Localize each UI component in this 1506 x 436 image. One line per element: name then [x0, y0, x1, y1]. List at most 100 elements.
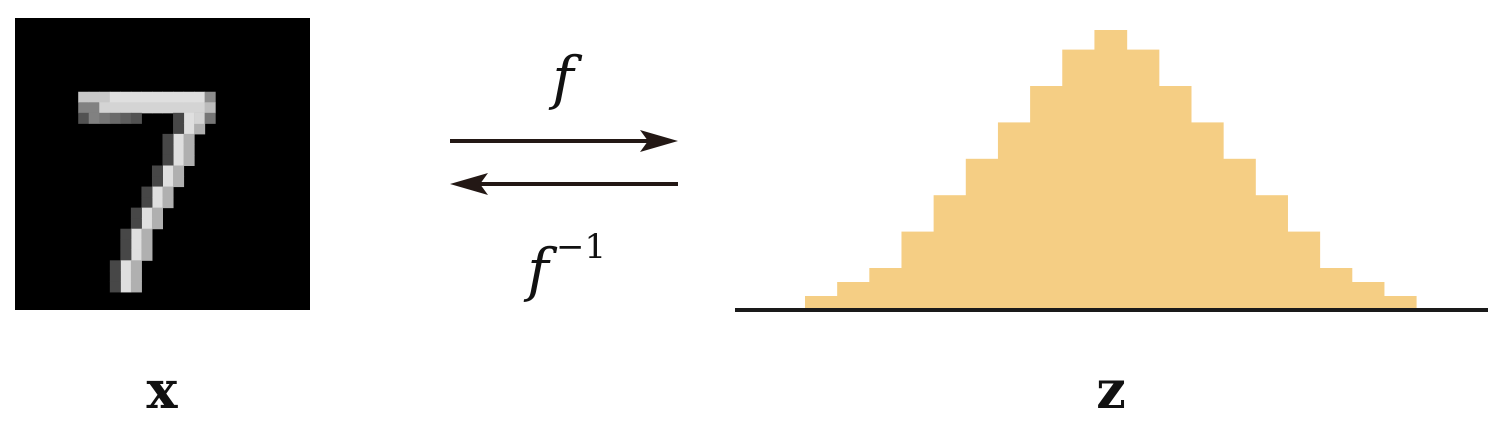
digit-pixel [151, 91, 163, 103]
digit-pixel [141, 207, 153, 219]
digit-seven-pixels [78, 91, 216, 293]
digit-pixel [130, 239, 142, 251]
digit-pixel [130, 112, 142, 124]
digit-pixel [120, 228, 132, 240]
digit-pixel [120, 249, 132, 261]
forward-arrow [450, 130, 678, 152]
digit-pixel [194, 102, 206, 114]
digit-pixel [109, 102, 121, 114]
digit-pixel [130, 270, 142, 282]
histogram-bar [1062, 49, 1096, 310]
digit-pixel [130, 102, 142, 114]
digit-pixel [194, 123, 206, 135]
digit-image [15, 18, 310, 310]
digit-pixel [151, 207, 163, 219]
latent-label: z [1096, 360, 1126, 421]
histogram-bar [1126, 49, 1160, 310]
digit-pixel [162, 133, 174, 145]
histogram-bar [901, 231, 935, 310]
digit-pixel [162, 102, 174, 114]
input-label: x [146, 360, 178, 421]
digit-pixel [88, 102, 100, 114]
histogram-bar [1094, 30, 1128, 310]
digit-pixel [109, 112, 121, 124]
digit-pixel [141, 91, 153, 103]
digit-pixel [109, 281, 121, 293]
digit-pixel [141, 218, 153, 230]
digit-pixel [120, 112, 132, 124]
digit-pixel [120, 91, 132, 103]
digit-pixel [120, 102, 132, 114]
digit-pixel [173, 123, 185, 135]
digit-pixel [173, 133, 185, 145]
digit-pixel [162, 91, 174, 103]
digit-pixel [99, 102, 111, 114]
digit-pixel [130, 228, 142, 240]
forward-arrowhead [640, 130, 678, 152]
digit-pixel [130, 218, 142, 230]
digit-pixel [141, 249, 153, 261]
digit-pixel [130, 249, 142, 261]
digit-pixel [130, 281, 142, 293]
digit-pixel [151, 186, 163, 198]
digit-pixel [141, 228, 153, 240]
digit-pixel [183, 102, 195, 114]
inverse-map-superscript: −1 [556, 227, 606, 267]
digit-pixel [162, 165, 174, 177]
digit-pixel [120, 281, 132, 293]
digit-pixel [173, 154, 185, 166]
histogram-bar [997, 122, 1031, 311]
inverse-map-base: f [523, 236, 558, 304]
histogram-bar [1190, 122, 1224, 311]
digit-pixel [109, 91, 121, 103]
histogram-bar [1158, 86, 1192, 310]
digit-pixel [194, 112, 206, 124]
digit-pixel [151, 176, 163, 188]
digit-pixel [78, 112, 90, 124]
digit-pixel [120, 239, 132, 251]
histogram-bar [1319, 268, 1353, 310]
inverse-arrow [450, 173, 678, 195]
digit-pixel [162, 176, 174, 188]
inverse-arrowhead [450, 173, 488, 195]
digit-pixel [141, 239, 153, 251]
digit-pixel [130, 91, 142, 103]
digit-pixel [120, 270, 132, 282]
digit-pixel [78, 102, 90, 114]
forward-map-label: f [548, 44, 583, 112]
histogram-bar [805, 296, 838, 310]
histogram-bar [1223, 158, 1256, 310]
digit-pixel [130, 260, 142, 272]
digit-pixel [173, 176, 185, 188]
digit-pixel [99, 91, 111, 103]
digit-pixel [141, 102, 153, 114]
digit-pixel [78, 91, 90, 103]
digit-pixel [173, 91, 185, 103]
digit-pixel [183, 91, 195, 103]
digit-pixel [88, 91, 100, 103]
histogram-bar [1351, 282, 1385, 310]
digit-pixel [141, 186, 153, 198]
digit-pixel [141, 197, 153, 209]
digit-pixel [151, 197, 163, 209]
digit-pixel [120, 260, 132, 272]
digit-pixel [162, 144, 174, 156]
histogram-bar [869, 268, 903, 310]
histogram-bar [1255, 195, 1288, 310]
digit-pixel [151, 165, 163, 177]
digit-pixel [173, 144, 185, 156]
digit-pixel [162, 186, 174, 198]
digit-pixel [151, 218, 163, 230]
digit-pixel [183, 144, 195, 156]
digit-pixel [88, 112, 100, 124]
digit-pixel [162, 197, 174, 209]
digit-pixel [173, 165, 185, 177]
digit-pixel [183, 112, 195, 124]
histogram-bar [1383, 296, 1417, 310]
histogram-bar [965, 158, 999, 310]
histogram-bar [1030, 86, 1063, 310]
digit-pixel [162, 154, 174, 166]
latent-histogram [805, 30, 1417, 311]
digit-pixel [204, 102, 216, 114]
